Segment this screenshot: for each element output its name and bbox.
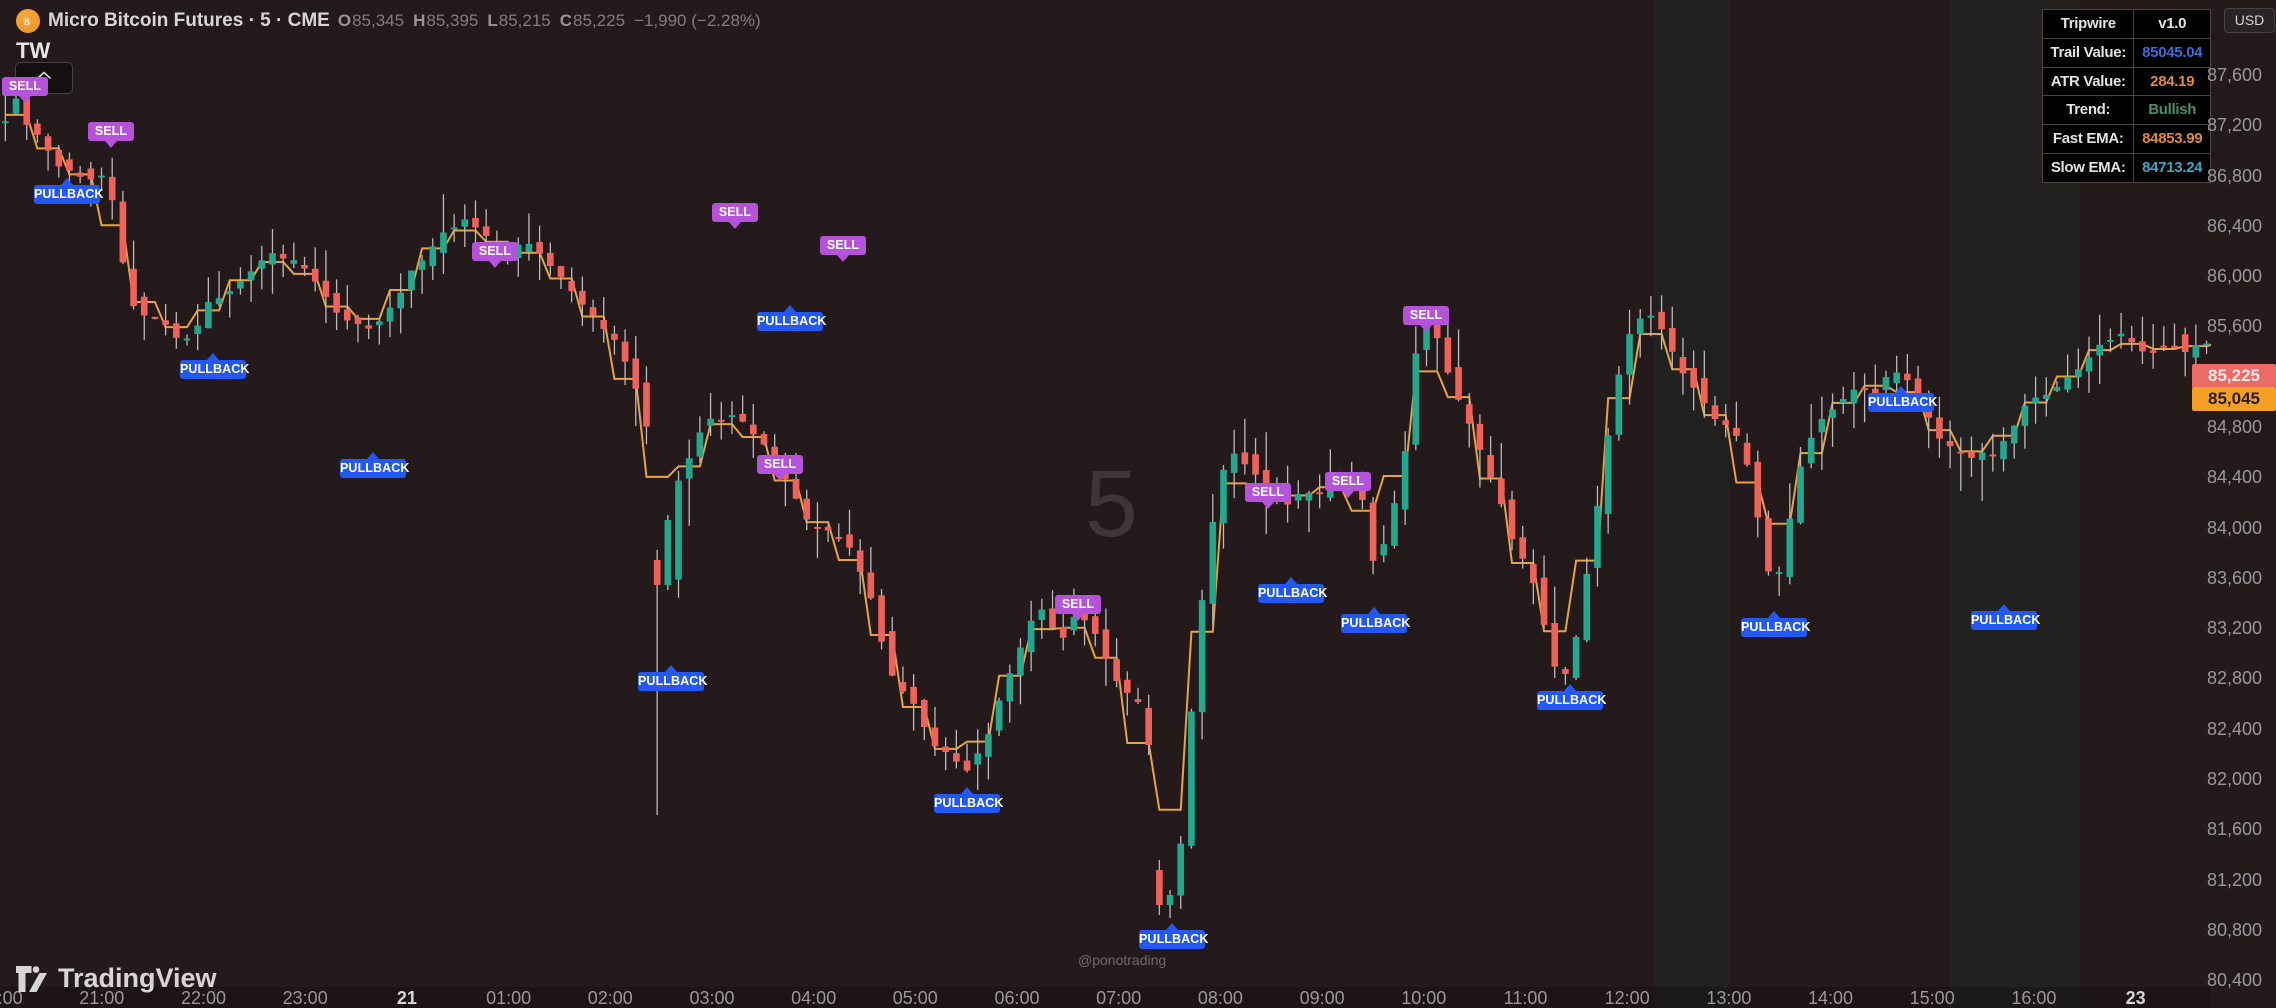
svg-text:B: B (23, 17, 29, 27)
